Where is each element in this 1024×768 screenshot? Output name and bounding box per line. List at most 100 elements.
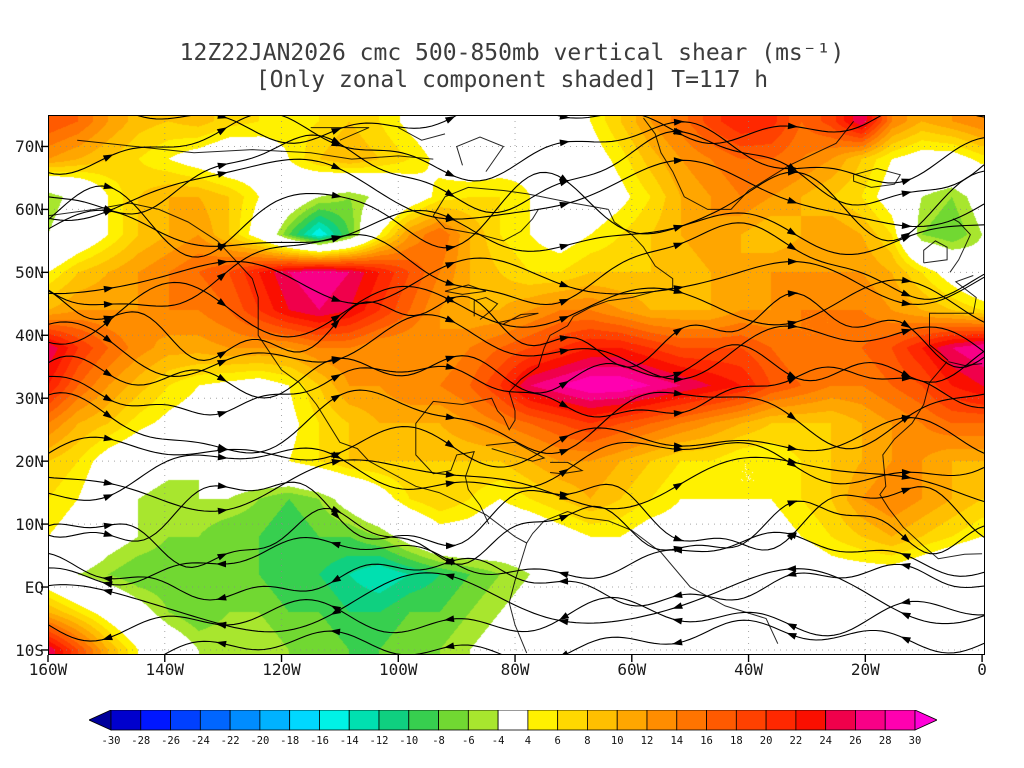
streamline-arrow-icon (444, 615, 455, 623)
colorbar-tick-label: 22 (790, 735, 803, 747)
colorbar-segment (676, 709, 707, 731)
streamline-arrow-icon (558, 380, 570, 389)
streamline-arrow-icon (445, 261, 456, 269)
streamline-arrow-icon (102, 633, 113, 641)
coastline-path (948, 361, 983, 367)
streamline-arrow-icon (900, 553, 911, 560)
coastlines (48, 117, 983, 654)
streamline-arrow-icon (901, 235, 912, 243)
streamline-arrow-icon (330, 451, 342, 459)
colorbar-segment (199, 709, 231, 731)
coastline-path (48, 202, 527, 544)
coastline-path (672, 120, 854, 210)
streamline-path (48, 290, 985, 369)
streamline-arrow-icon (558, 577, 569, 585)
streamline-arrow-icon (444, 169, 456, 177)
streamline-arrow-icon (217, 162, 228, 170)
coastline-path (526, 510, 779, 644)
streamline-arrow-icon (901, 299, 912, 307)
streamline-arrow-icon (559, 139, 570, 147)
streamline-arrow-icon (217, 243, 228, 250)
streamline-path (48, 314, 985, 380)
lat-label: 40N (15, 326, 44, 346)
streamline-arrow-icon (216, 560, 226, 568)
colorbar-tick-label: 30 (909, 735, 922, 747)
lon-label: 140W (145, 660, 185, 679)
streamline-arrow-icon (216, 373, 228, 382)
streamline-arrow-icon (673, 242, 684, 250)
colorbar-segment (497, 709, 529, 731)
streamline-arrow-icon (900, 612, 911, 620)
colorbar-tick-label: -30 (102, 735, 121, 747)
colorbar-segment (348, 709, 380, 731)
streamline-arrow-icon (103, 301, 114, 308)
streamline-arrow-icon (559, 449, 570, 456)
streamline-arrow-icon (559, 298, 570, 306)
colorbar-segment (527, 709, 559, 731)
colorbar: -30 -28 -26 -24 -22 -20 -18 -16 -14 -12 -10 -8 -6 -4 4… (88, 709, 938, 760)
streamline-arrow-icon (102, 154, 114, 162)
colorbar-tick-label: 24 (819, 735, 832, 747)
streamline-arrow-icon (330, 509, 340, 520)
streamline-arrow-icon (331, 191, 342, 199)
streamline-arrow-icon (787, 444, 798, 451)
streamline-arrow-icon (787, 322, 798, 330)
streamline-arrow-icon (786, 632, 797, 640)
colorbar-segment (319, 709, 350, 731)
streamline-arrow-icon (559, 335, 570, 342)
streamline-arrow-icon (102, 334, 113, 344)
streamline-arrow-icon (330, 605, 342, 614)
streamline-path (48, 456, 985, 512)
streamline-arrow-icon (672, 602, 683, 609)
streamline-arrow-icon (102, 410, 113, 419)
lon-label: 160W (28, 660, 68, 679)
streamline-arrow-icon (900, 598, 911, 605)
streamline-arrow-icon (444, 573, 455, 581)
colorbar-segment (110, 709, 142, 731)
shear-field-canvas (48, 115, 985, 655)
streamline-arrow-icon (900, 636, 911, 644)
streamline-arrow-icon (445, 542, 456, 550)
streamline-arrow-icon (787, 168, 798, 176)
streamline-arrow-icon (558, 174, 569, 183)
coastline-path (508, 542, 528, 654)
streamlines (48, 115, 985, 655)
streamline-arrow-icon (673, 127, 684, 135)
streamline-arrow-icon (786, 371, 798, 379)
streamline-path (48, 158, 985, 228)
colorbar-svg: -30 -28 -26 -24 -22 -20 -18 -16 -14 -12 -10 -8 -6 -4 4… (88, 709, 938, 747)
colorbar-segment (884, 709, 916, 731)
streamline-arrow-icon (216, 272, 227, 282)
streamline-path (48, 531, 985, 586)
streamline-arrow-icon (216, 298, 227, 307)
colorbar-tick-label: -28 (131, 735, 150, 747)
colorbar-tick-label: 16 (700, 735, 713, 747)
lon-label: 0 (977, 660, 987, 679)
streamline-arrow-icon (673, 410, 684, 417)
streamline-arrow-icon (901, 289, 912, 297)
colorbar-segment (229, 709, 261, 731)
streamline-arrow-icon (901, 178, 912, 186)
streamline-arrow-icon (217, 447, 228, 454)
map-plot-area (48, 115, 985, 655)
streamline-arrow-icon (102, 581, 113, 588)
coastline-path (929, 275, 977, 361)
colorbar-tick-label: 20 (760, 735, 773, 747)
streamline-arrow-icon (103, 206, 114, 214)
colorbar-tick-label: -26 (161, 735, 180, 747)
chart-subtitle: [Only zonal component shaded] T=117 h (255, 67, 769, 93)
streamline-arrow-icon (102, 588, 113, 596)
colorbar-tick-label: 6 (555, 735, 561, 747)
colorbar-segment (855, 709, 886, 731)
streamline-path (48, 130, 985, 215)
streamline-arrow-icon (900, 319, 912, 329)
streamline-arrow-icon (103, 530, 114, 537)
streamline-arrow-icon (559, 280, 570, 288)
streamline-arrow-icon (900, 533, 911, 544)
streamline-arrow-icon (786, 242, 798, 251)
colorbar-tick-label: 18 (730, 735, 743, 747)
colorbar-segment (825, 709, 856, 731)
streamline-arrow-icon (787, 122, 798, 130)
streamline-arrow-icon (901, 374, 912, 382)
streamline-arrow-icon (331, 128, 342, 135)
